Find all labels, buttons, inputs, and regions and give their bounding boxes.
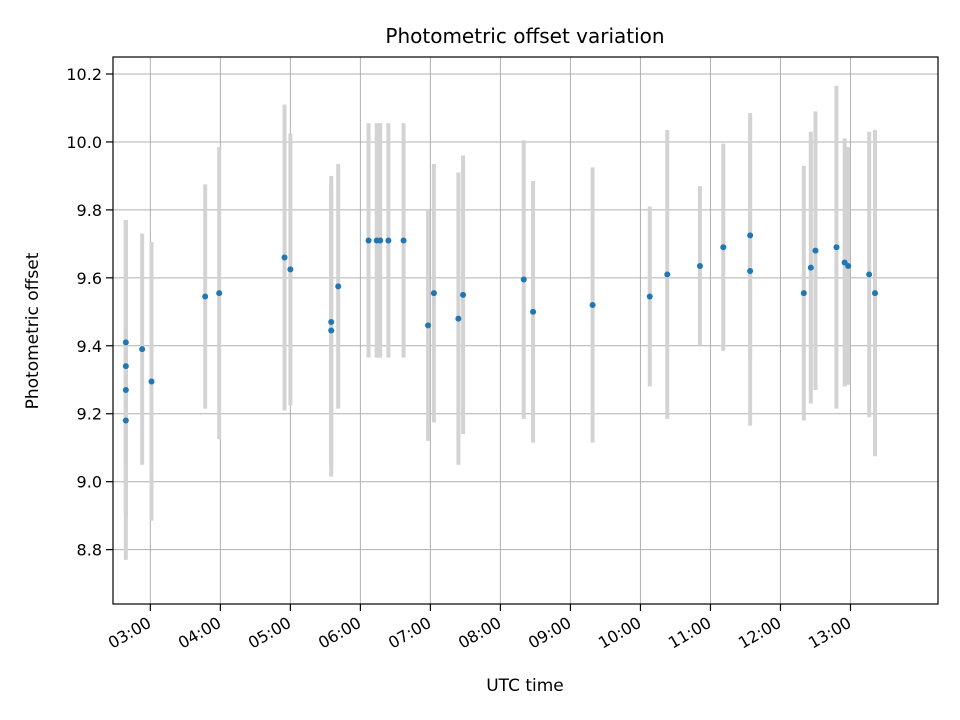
data-point <box>460 291 467 298</box>
grid <box>113 57 938 604</box>
chart-title: Photometric offset variation <box>385 24 664 48</box>
data-point <box>216 290 223 297</box>
data-point <box>385 237 392 244</box>
y-tick-label: 8.8 <box>77 541 102 560</box>
data-point <box>589 302 596 309</box>
data-point <box>287 266 294 273</box>
data-point <box>646 293 653 300</box>
y-axis-ticks: 8.8 9.0 9.2 9.4 9.6 9.8 10.0 10.2 <box>66 65 113 560</box>
data-point <box>530 308 537 315</box>
data-point <box>664 271 671 278</box>
y-tick-label: 9.2 <box>77 405 102 424</box>
data-point <box>139 346 146 353</box>
data-point <box>747 232 754 239</box>
data-points <box>122 232 878 424</box>
data-point <box>871 290 878 297</box>
y-axis-label: Photometric offset <box>23 252 43 409</box>
data-point <box>812 247 819 254</box>
data-point <box>335 283 342 290</box>
data-point <box>328 319 335 326</box>
y-tick-label: 10.2 <box>66 65 102 84</box>
data-point <box>400 237 407 244</box>
data-point <box>720 244 727 251</box>
y-tick-label: 9.0 <box>77 473 102 492</box>
data-point <box>845 262 852 269</box>
data-point <box>365 237 372 244</box>
data-point <box>833 244 840 251</box>
data-point <box>425 322 432 329</box>
y-tick-label: 10.0 <box>66 133 102 152</box>
plot-frame <box>112 56 939 605</box>
data-point <box>281 254 288 261</box>
data-point <box>148 378 155 385</box>
data-point <box>202 293 209 300</box>
data-point <box>122 339 129 346</box>
data-point <box>747 268 754 275</box>
data-point <box>696 262 703 269</box>
data-point <box>455 315 462 322</box>
data-point <box>328 327 335 334</box>
y-tick-label: 9.4 <box>77 337 102 356</box>
data-point <box>520 276 527 283</box>
data-point <box>122 363 129 370</box>
x-axis-label: UTC time <box>486 676 564 696</box>
data-point <box>800 290 807 297</box>
data-point <box>430 290 437 297</box>
y-tick-label: 9.6 <box>77 269 102 288</box>
y-tick-label: 9.8 <box>77 201 102 220</box>
data-point <box>866 271 873 278</box>
data-point <box>807 264 814 271</box>
data-point <box>122 417 129 424</box>
data-point <box>122 386 129 393</box>
data-point <box>377 237 384 244</box>
